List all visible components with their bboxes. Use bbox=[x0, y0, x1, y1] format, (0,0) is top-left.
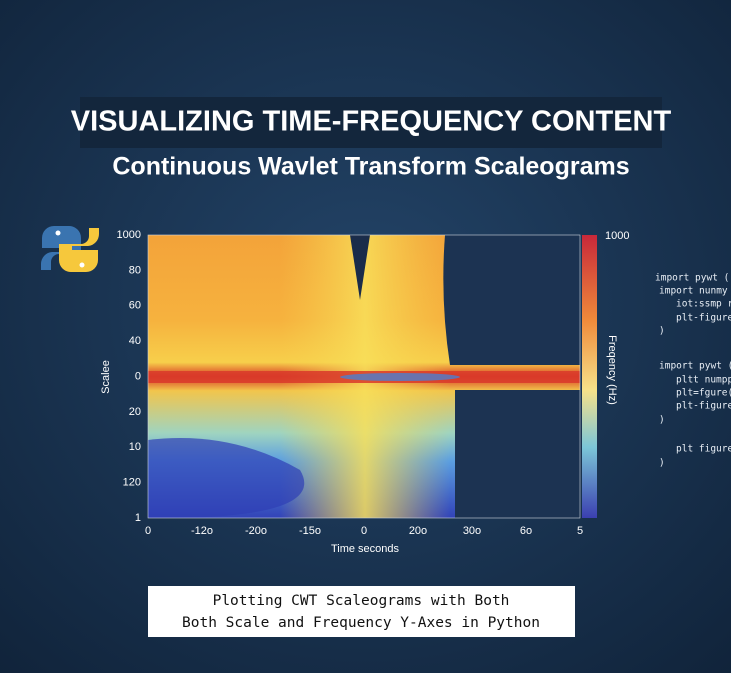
code-line: import pywt ( bbox=[659, 361, 731, 372]
code-line: plt-figure( bbox=[676, 401, 731, 412]
code-line: plt-figure( bbox=[676, 313, 731, 324]
caption-box bbox=[148, 586, 575, 637]
plot-frame bbox=[147, 234, 581, 519]
y-axis-label: Scalee bbox=[100, 360, 112, 394]
x-tick-label: 0 bbox=[361, 525, 367, 537]
colorbar-label: Freqency (Hz) bbox=[606, 335, 618, 405]
y-tick-label: 20 bbox=[129, 406, 141, 418]
caption-line: Plotting CWT Scaleograms with Both bbox=[213, 593, 510, 609]
code-line: pltt numpp bbox=[676, 375, 731, 386]
code-line: import nunmy bbox=[659, 286, 728, 297]
x-tick-label: 5 bbox=[577, 525, 583, 537]
y-tick-label: 60 bbox=[129, 300, 141, 312]
x-tick-label: -12o bbox=[191, 525, 213, 537]
code-line: ) bbox=[659, 458, 665, 469]
y-tick-label: 120 bbox=[123, 477, 141, 489]
title-box bbox=[80, 97, 662, 148]
y-tick-label: 80 bbox=[129, 264, 141, 276]
x-tick-label: -15o bbox=[299, 525, 321, 537]
scaleogram bbox=[148, 235, 580, 518]
colorbar bbox=[582, 235, 597, 518]
y-tick-label: 40 bbox=[129, 335, 141, 347]
title: VISUALIZING TIME-FREQUENCY CONTENT bbox=[71, 106, 672, 138]
x-tick-label: 30o bbox=[463, 525, 481, 537]
y-tick-label: 10 bbox=[129, 441, 141, 453]
y-tick-label: 0 bbox=[135, 370, 141, 382]
code-line: ) bbox=[659, 415, 665, 426]
x-axis-label: Time seconds bbox=[331, 543, 400, 555]
code-line: ) bbox=[659, 326, 665, 337]
caption-line: Both Scale and Frequency Y-Axes in Pytho… bbox=[182, 615, 540, 631]
x-tick-label: 0 bbox=[145, 525, 151, 537]
x-tick-label: 20o bbox=[409, 525, 427, 537]
y-tick-label: 1 bbox=[135, 512, 141, 524]
code-line: iot:ssmp r bbox=[676, 299, 731, 310]
python-logo bbox=[40, 225, 100, 273]
subtitle: Continuous Wavlet Transform Scaleograms bbox=[112, 153, 629, 181]
colorbar-top-label: 1000 bbox=[605, 230, 629, 242]
code-line: plt=fgure( bbox=[676, 388, 731, 399]
code-line: plt figure( bbox=[676, 444, 731, 455]
x-tick-label: -20o bbox=[245, 525, 267, 537]
x-tick-label: 6o bbox=[520, 525, 532, 537]
code-line: import pywt ( bbox=[655, 273, 729, 284]
y-tick-label: 1000 bbox=[117, 229, 141, 241]
